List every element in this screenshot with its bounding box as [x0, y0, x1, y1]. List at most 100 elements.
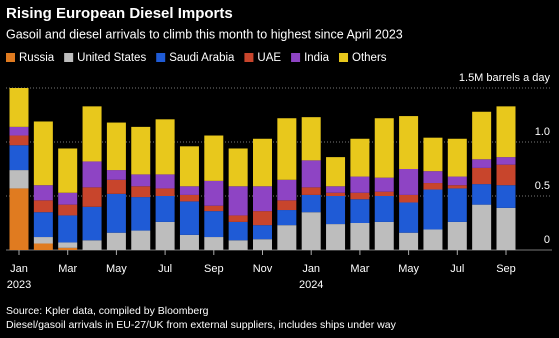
- bar-segment: [374, 177, 394, 192]
- bar-segment: [423, 183, 443, 190]
- y-tick-label: 1.5M barrels a day: [459, 72, 551, 84]
- bar-segment: [374, 221, 394, 250]
- bar-segment: [399, 202, 419, 233]
- bar-segment: [301, 117, 321, 161]
- bar-segment: [228, 186, 248, 216]
- bar-segment: [277, 225, 297, 250]
- bar-segment: [277, 200, 297, 211]
- bar-segment: [155, 196, 175, 222]
- x-tick-label: Mar: [58, 263, 77, 275]
- source-note: Source: Kpler data, compiled by Bloomber…: [6, 305, 209, 317]
- bar-segment: [33, 200, 53, 213]
- bar-segment: [277, 210, 297, 226]
- bar-segment: [447, 138, 467, 177]
- bar-segment: [496, 185, 516, 208]
- y-tick-label: 0.5: [535, 180, 550, 192]
- bar-segment: [179, 201, 199, 235]
- bar-segment: [399, 116, 419, 169]
- bar-segment: [350, 138, 370, 177]
- bar-segment: [82, 206, 102, 241]
- bar-segment: [179, 186, 199, 195]
- legend-swatch: [291, 53, 301, 62]
- bar-segment: [106, 170, 126, 180]
- bar-segment: [58, 204, 78, 216]
- bar-segment: [33, 121, 53, 186]
- footnote: Diesel/gasoil arrivals in EU-27/UK from …: [6, 319, 397, 331]
- bar-segment: [447, 221, 467, 250]
- legend-swatch: [6, 53, 15, 62]
- bar-segment: [58, 247, 78, 250]
- bar-segment: [374, 118, 394, 178]
- bar-segment: [253, 211, 272, 226]
- bar-segment: [326, 157, 346, 187]
- bar-segment: [496, 207, 516, 250]
- bar-segment: [472, 184, 492, 205]
- bar-segment: [9, 188, 29, 250]
- bar-segment: [277, 179, 297, 201]
- x-tick-label: Jan: [302, 263, 320, 275]
- x-tick-label: Sep: [496, 263, 516, 275]
- bar-segment: [131, 186, 151, 198]
- bar-segment: [472, 167, 492, 185]
- bar-segment: [131, 197, 151, 231]
- bar-segment: [472, 204, 492, 250]
- bar-segment: [399, 194, 419, 203]
- bar-segment: [228, 221, 248, 241]
- x-tick-label: Jan: [10, 263, 28, 275]
- bar-segment: [33, 185, 53, 201]
- y-tick-label: 1.0: [535, 126, 550, 138]
- bar-segment: [131, 230, 151, 250]
- bar-segment: [399, 169, 419, 195]
- bar-segment: [106, 179, 126, 194]
- x-tick-label: Sep: [204, 263, 224, 275]
- bar-segment: [106, 193, 126, 233]
- legend-label: India: [304, 52, 330, 64]
- bar-segment: [33, 243, 53, 250]
- x-tick-label: May: [398, 263, 419, 275]
- bar-segment: [423, 229, 443, 250]
- x-tick-label: Jul: [450, 263, 464, 275]
- bar-segment: [33, 237, 53, 244]
- bar-segment: [155, 174, 175, 189]
- legend-label: United States: [77, 52, 146, 64]
- legend-swatch: [156, 53, 166, 62]
- bar-segment: [472, 111, 492, 160]
- bar-segment: [423, 137, 443, 172]
- bar-segment: [179, 194, 199, 202]
- legend-label: UAE: [257, 52, 281, 64]
- bar-segment: [155, 188, 175, 196]
- bar-segment: [106, 122, 126, 171]
- y-tick-label: 0: [544, 234, 550, 246]
- x-tick-label: Jul: [158, 263, 172, 275]
- x-tick-label: May: [106, 263, 127, 275]
- bar-segment: [33, 212, 53, 238]
- bar-segment: [82, 161, 102, 188]
- bar-segment: [350, 199, 370, 223]
- legend-label: Saudi Arabia: [169, 52, 235, 64]
- bar-segment: [277, 118, 297, 180]
- bar-segment: [496, 106, 516, 158]
- bar-segment: [106, 232, 126, 250]
- bar-segment: [496, 164, 516, 186]
- bar-segment: [423, 171, 443, 184]
- bar-segment: [301, 194, 321, 213]
- bar-segment: [399, 232, 419, 250]
- bar-segment: [253, 225, 272, 240]
- bar-segment: [155, 119, 175, 175]
- bar-segment: [350, 176, 370, 193]
- bar-segment: [253, 186, 272, 212]
- bar-segment: [326, 186, 346, 193]
- x-tick-label: Nov: [253, 263, 273, 275]
- legend-swatch: [64, 53, 74, 62]
- x-tick-label: Mar: [350, 263, 369, 275]
- bar-segment: [253, 239, 272, 250]
- x-year-label: 2023: [7, 279, 31, 291]
- bar-segment: [204, 237, 224, 250]
- bar-segment: [58, 215, 78, 243]
- bar-segment: [326, 224, 346, 250]
- bar-segment: [301, 212, 321, 250]
- bar-segment: [374, 191, 394, 196]
- bar-segment: [9, 135, 29, 146]
- bar-segment: [228, 215, 248, 222]
- bar-segment: [58, 192, 78, 205]
